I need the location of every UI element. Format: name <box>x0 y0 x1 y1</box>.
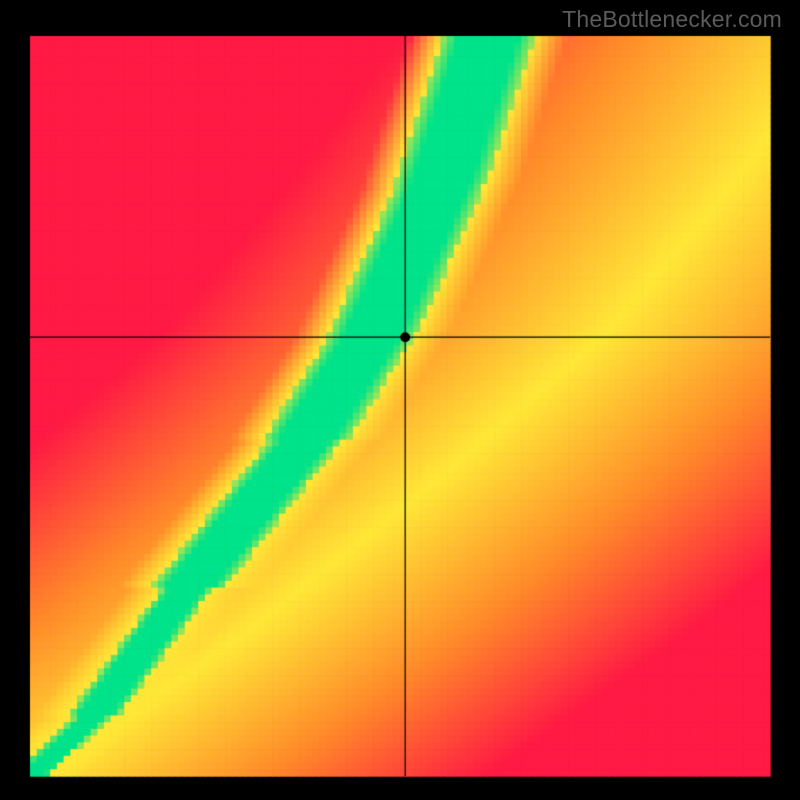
chart-container: { "watermark": { "text": "TheBottlenecke… <box>0 0 800 800</box>
bottleneck-heatmap <box>0 0 800 800</box>
watermark-text: TheBottlenecker.com <box>562 6 782 33</box>
